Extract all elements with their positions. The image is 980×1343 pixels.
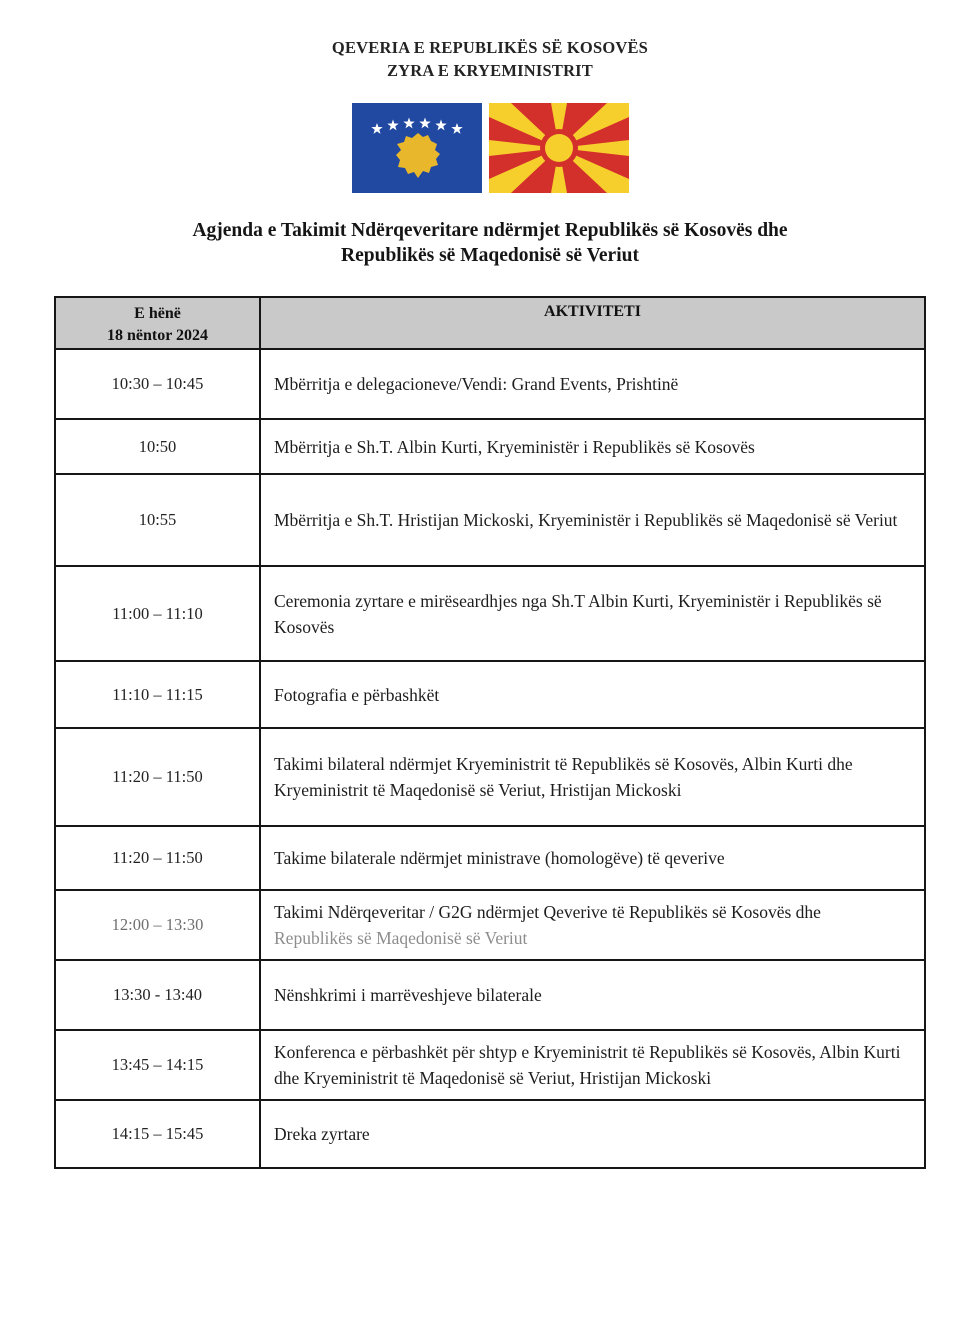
activity-cell: Mbërritja e Sh.T. Albin Kurti, Kryeminis… — [259, 418, 926, 475]
org-name-line1: QEVERIA E REPUBLIKËS SË KOSOVËS — [331, 38, 649, 57]
time-cell: 11:10 – 11:15 — [54, 660, 261, 729]
header-date: 18 nëntor 2024 — [106, 327, 209, 344]
activity-cell: Takimi Ndërqeveritar / G2G ndërmjet Qeve… — [259, 889, 926, 961]
time-cell: 11:00 – 11:10 — [54, 565, 261, 662]
north-macedonia-flag-icon — [488, 103, 629, 193]
kosovo-map-silhouette — [395, 133, 440, 178]
activity-cell: Konferenca e përbashkët për shtyp e Krye… — [259, 1029, 926, 1101]
activity-cell: Mbërritja e Sh.T. Hristijan Mickoski, Kr… — [259, 473, 926, 567]
activity-cell: Fotografia e përbashkët — [259, 660, 926, 729]
org-name-line2: ZYRA E KRYEMINISTRIT — [386, 61, 594, 80]
org-header: QEVERIA E REPUBLIKËS SË KOSOVËS ZYRA E K… — [0, 36, 980, 82]
agenda-header-row: E hënë 18 nëntor 2024 AKTIVITETI — [54, 296, 926, 350]
activity-text-line1: Takimi Ndërqeveritar / G2G ndërmjet Qeve… — [274, 902, 821, 922]
agenda-row: 10:55 Mbërritja e Sh.T. Hristijan Mickos… — [54, 473, 926, 567]
agenda-row: 11:00 – 11:10 Ceremonia zyrtare e mirëse… — [54, 565, 926, 662]
macedonia-sun-disk — [544, 134, 573, 162]
agenda-row: 12:00 – 13:30 Takimi Ndërqeveritar / G2G… — [54, 889, 926, 961]
time-cell: 14:15 – 15:45 — [54, 1099, 261, 1169]
agenda-row: 13:45 – 14:15 Konferenca e përbashkët pë… — [54, 1029, 926, 1101]
agenda-row: 10:50 Mbërritja e Sh.T. Albin Kurti, Kry… — [54, 418, 926, 475]
time-cell: 10:50 — [54, 418, 261, 475]
activity-cell: Nënshkrimi i marrëveshjeve bilaterale — [259, 959, 926, 1031]
activity-column-header: AKTIVITETI — [259, 296, 926, 350]
time-cell: 11:20 – 11:50 — [54, 727, 261, 827]
activity-text-line2-faded: Republikës së Maqedonisë së Veriut — [274, 928, 528, 948]
flags-row — [0, 102, 980, 194]
document-title-line1: Agjenda e Takimit Ndërqeveritare ndërmje… — [192, 220, 788, 241]
agenda-row: 13:30 - 13:40 Nënshkrimi i marrëveshjeve… — [54, 959, 926, 1031]
agenda-row: 10:30 – 10:45 Mbërritja e delegacioneve/… — [54, 348, 926, 420]
date-column-header: E hënë 18 nëntor 2024 — [54, 296, 261, 350]
time-cell: 11:20 – 11:50 — [54, 825, 261, 891]
macedonia-sun-rays — [488, 103, 629, 193]
activity-cell: Mbërritja e delegacioneve/Vendi: Grand E… — [259, 348, 926, 420]
agenda-row: 11:20 – 11:50 Takime bilaterale ndërmjet… — [54, 825, 926, 891]
kosovo-flag-icon — [351, 103, 482, 193]
activity-cell: Dreka zyrtare — [259, 1099, 926, 1169]
time-cell: 10:55 — [54, 473, 261, 567]
header-day: E hënë — [134, 305, 181, 322]
activity-cell: Ceremonia zyrtare e mirëseardhjes nga Sh… — [259, 565, 926, 662]
document-page: QEVERIA E REPUBLIKËS SË KOSOVËS ZYRA E K… — [0, 36, 980, 1343]
agenda-table: E hënë 18 nëntor 2024 AKTIVITETI 10:30 –… — [54, 296, 926, 1169]
time-cell: 13:45 – 14:15 — [54, 1029, 261, 1101]
activity-cell: Takimi bilateral ndërmjet Kryeministrit … — [259, 727, 926, 827]
time-cell: 10:30 – 10:45 — [54, 348, 261, 420]
time-cell: 12:00 – 13:30 — [54, 889, 261, 961]
time-cell: 13:30 - 13:40 — [54, 959, 261, 1031]
agenda-row: 14:15 – 15:45 Dreka zyrtare — [54, 1099, 926, 1169]
document-title: Agjenda e Takimit Ndërqeveritare ndërmje… — [0, 218, 980, 268]
activity-cell: Takime bilaterale ndërmjet ministrave (h… — [259, 825, 926, 891]
document-title-line2: Republikës së Maqedonisë së Veriut — [341, 245, 639, 266]
agenda-row: 11:10 – 11:15 Fotografia e përbashkët — [54, 660, 926, 729]
agenda-row: 11:20 – 11:50 Takimi bilateral ndërmjet … — [54, 727, 926, 827]
